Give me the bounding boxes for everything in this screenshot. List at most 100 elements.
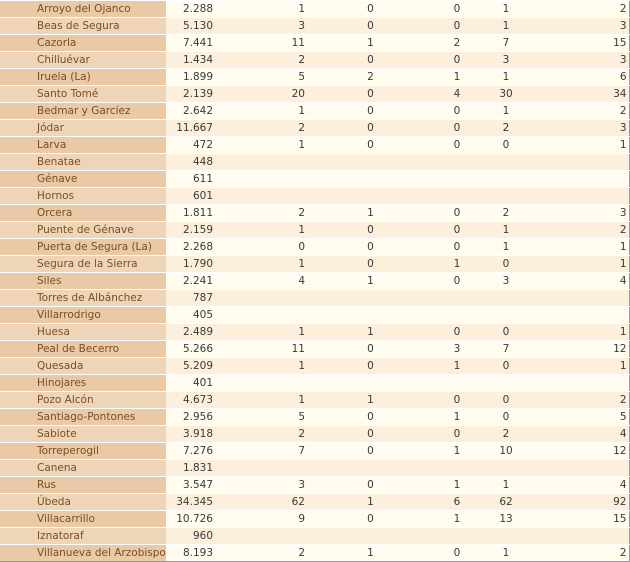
value-total: 1	[531, 136, 629, 154]
value-col-6	[481, 153, 531, 171]
population: 448	[166, 153, 216, 171]
table-row: Santiago-Pontones 2.956 5 0 1 0 5	[0, 408, 629, 426]
municipality-name: Génave	[0, 170, 166, 188]
value-col-4: 0	[308, 357, 433, 375]
value-col-3: 1	[216, 136, 308, 154]
value-col-5: 0	[433, 0, 481, 18]
municipality-name: Chilluévar	[0, 51, 166, 69]
value-col-5: 1	[433, 476, 481, 494]
value-col-5	[433, 306, 481, 324]
value-total: 1	[531, 357, 629, 375]
table-row: Hinojares 401	[0, 374, 629, 392]
value-total: 3	[531, 51, 629, 69]
table-row: Rus 3.547 3 0 1 1 4	[0, 476, 629, 494]
value-col-5: 0	[433, 425, 481, 443]
municipality-name: Torreperogil	[0, 442, 166, 460]
value-col-5: 0	[433, 323, 481, 341]
value-col-6: 2	[481, 119, 531, 137]
value-col-3: 1	[216, 221, 308, 239]
value-col-6	[481, 170, 531, 188]
value-col-4: 0	[308, 221, 433, 239]
municipality-name: Puerta de Segura (La)	[0, 238, 166, 256]
municipality-name: Peal de Becerro	[0, 340, 166, 358]
population: 601	[166, 187, 216, 205]
population: 611	[166, 170, 216, 188]
value-total: 4	[531, 272, 629, 290]
value-col-4	[308, 374, 433, 392]
value-col-6: 1	[481, 221, 531, 239]
table-row: Torres de Albánchez 787	[0, 289, 629, 307]
value-col-6: 1	[481, 476, 531, 494]
value-col-3: 5	[216, 408, 308, 426]
value-total: 2	[531, 102, 629, 120]
municipality-name: Hinojares	[0, 374, 166, 392]
population: 405	[166, 306, 216, 324]
table-row: Beas de Segura 5.130 3 0 0 1 3	[0, 17, 629, 35]
population: 34.345	[166, 493, 216, 511]
value-col-6	[481, 374, 531, 392]
value-col-4: 0	[308, 442, 433, 460]
value-col-4: 0	[308, 102, 433, 120]
population: 5.130	[166, 17, 216, 35]
value-col-3: 1	[216, 102, 308, 120]
table-row: Segura de la Sierra 1.790 1 0 1 0 1	[0, 255, 629, 273]
value-col-3: 7	[216, 442, 308, 460]
value-col-6: 0	[481, 255, 531, 273]
population: 5.266	[166, 340, 216, 358]
municipality-name: Bedmar y Garcíez	[0, 102, 166, 120]
value-col-4: 0	[308, 408, 433, 426]
value-col-3: 2	[216, 544, 308, 562]
value-total: 1	[531, 323, 629, 341]
table-row: Siles 2.241 4 1 0 3 4	[0, 272, 629, 290]
value-total: 3	[531, 119, 629, 137]
value-col-4	[308, 289, 433, 307]
value-total: 12	[531, 340, 629, 358]
population: 2.159	[166, 221, 216, 239]
value-col-6: 1	[481, 544, 531, 562]
value-col-5	[433, 459, 481, 477]
value-col-4: 0	[308, 136, 433, 154]
population: 960	[166, 527, 216, 545]
value-col-6: 0	[481, 323, 531, 341]
value-col-6: 7	[481, 34, 531, 52]
value-col-4	[308, 459, 433, 477]
population: 1.831	[166, 459, 216, 477]
municipality-name: Jódar	[0, 119, 166, 137]
value-col-5: 0	[433, 204, 481, 222]
table-row: Benatae 448	[0, 153, 629, 171]
value-total: 34	[531, 85, 629, 103]
population: 3.547	[166, 476, 216, 494]
population: 2.139	[166, 85, 216, 103]
value-col-4	[308, 187, 433, 205]
value-col-3: 1	[216, 357, 308, 375]
municipality-name: Arroyo del Ojanco	[0, 0, 166, 18]
value-col-4: 0	[308, 340, 433, 358]
value-total	[531, 459, 629, 477]
value-total: 2	[531, 0, 629, 18]
municipality-name: Santo Tomé	[0, 85, 166, 103]
table-row: Pozo Alcón 4.673 1 1 0 0 2	[0, 391, 629, 409]
municipality-name: Beas de Segura	[0, 17, 166, 35]
table-row: Iruela (La) 1.899 5 2 1 1 6	[0, 68, 629, 86]
value-col-4: 1	[308, 391, 433, 409]
table-row: Villarrodrigo 405	[0, 306, 629, 324]
value-col-5	[433, 289, 481, 307]
value-col-3: 4	[216, 272, 308, 290]
municipality-name: Canena	[0, 459, 166, 477]
table-row: Larva 472 1 0 0 0 1	[0, 136, 629, 154]
value-col-6: 0	[481, 408, 531, 426]
value-col-5: 1	[433, 68, 481, 86]
population: 4.673	[166, 391, 216, 409]
value-col-3	[216, 459, 308, 477]
municipality-name: Puente de Génave	[0, 221, 166, 239]
value-col-3: 2	[216, 51, 308, 69]
table-row: Hornos 601	[0, 187, 629, 205]
municipality-name: Torres de Albánchez	[0, 289, 166, 307]
value-col-4: 0	[308, 0, 433, 18]
table-row: Sabiote 3.918 2 0 0 2 4	[0, 425, 629, 443]
table-row: Canena 1.831	[0, 459, 629, 477]
table-row: Peal de Becerro 5.266 11 0 3 7 12	[0, 340, 629, 358]
table-row: Chilluévar 1.434 2 0 0 3 3	[0, 51, 629, 69]
table-row: Quesada 5.209 1 0 1 0 1	[0, 357, 629, 375]
value-total: 2	[531, 544, 629, 562]
